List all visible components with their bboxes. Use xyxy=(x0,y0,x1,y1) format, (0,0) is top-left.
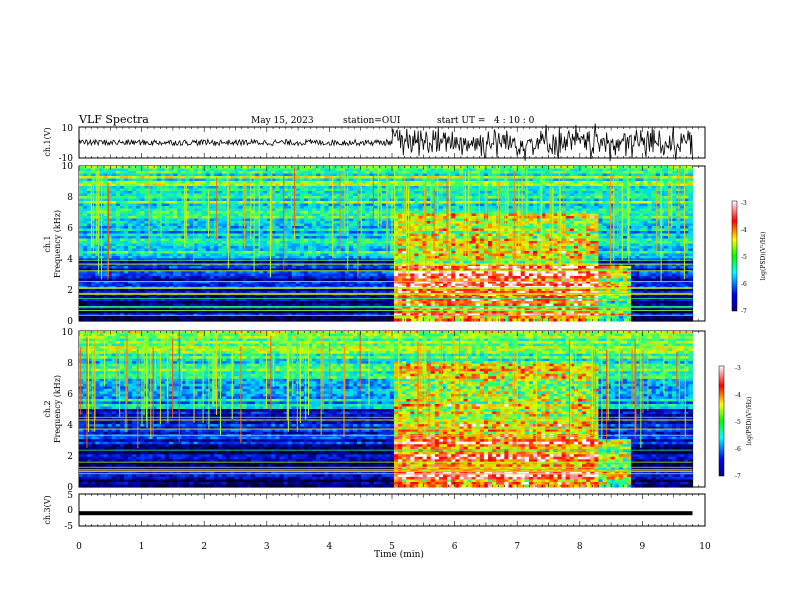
time-axis-label: Time (min) xyxy=(374,549,424,560)
ch3-waveform-ylabel: ch.3(V) xyxy=(43,495,52,524)
ch2-spectrogram xyxy=(79,331,694,488)
cb2-tick-5: -5 xyxy=(735,419,741,426)
ch1-colorbar: -3 -4 -5 -6 -7 log(PSD)(V²/Hz) xyxy=(731,200,767,315)
ch2-freq-tick-2: 2 xyxy=(67,452,73,462)
time-tick-0: 0 xyxy=(76,542,82,552)
ch3-waveform-trace xyxy=(79,511,693,516)
ch3-waveform-ticks xyxy=(78,494,706,526)
time-tick-7: 7 xyxy=(514,542,520,552)
ch1-ytick-bottom: -10 xyxy=(59,154,74,164)
time-tick-10: 10 xyxy=(699,542,711,552)
ch1-freq-tick-8: 8 xyxy=(67,193,73,203)
cb1-tick-5: -5 xyxy=(741,254,747,261)
ch3-ytick-top: 5 xyxy=(67,491,73,501)
cb2-label: log(PSD)(V²/Hz) xyxy=(746,397,753,446)
cb1-label: log(PSD)(V²/Hz) xyxy=(760,232,767,281)
time-tick-6: 6 xyxy=(452,542,458,552)
ch1-waveform-trace xyxy=(78,123,693,162)
ch1-ytick-top: 10 xyxy=(62,124,74,134)
ch1-spectrogram-ticks xyxy=(78,166,706,321)
ch2-freq-tick-4: 4 xyxy=(67,421,73,431)
ch1-waveform-panel: 10 -10 ch.1(V) xyxy=(43,123,706,164)
time-tick-5: 5 xyxy=(389,542,395,552)
time-tick-1: 1 xyxy=(139,542,145,552)
ch1-waveform-ticks xyxy=(78,127,706,158)
ch1-spectrogram-panel: 0 2 4 6 8 10 ch.1Frequency (kHz) xyxy=(43,162,706,327)
time-tick-4: 4 xyxy=(327,542,333,552)
ch1-spectrogram xyxy=(79,166,694,322)
ch1-freq-tick-10: 10 xyxy=(62,162,74,172)
start-ut-value: 4 : 10 : 0 xyxy=(494,116,535,126)
figure-title: VLF Spectra xyxy=(78,113,149,126)
cb2-tick-3: -3 xyxy=(735,365,741,372)
ch2-spectrogram-panel: 0 2 4 6 8 10 ch.2Frequency (kHz) xyxy=(43,328,706,493)
cb1-tick-4: -4 xyxy=(741,227,747,234)
ch2-freq-tick-0: 0 xyxy=(67,483,73,493)
time-tick-8: 8 xyxy=(577,542,583,552)
ch1-freq-tick-4: 4 xyxy=(67,255,73,265)
ch2-spectrogram-ylabel: ch.2Frequency (kHz) xyxy=(43,375,62,443)
cb2-tick-6: -6 xyxy=(735,446,741,453)
ch1-freq-tick-6: 6 xyxy=(67,224,73,234)
ch3-ytick-zero: 0 xyxy=(67,506,73,516)
date-label: May 15, 2023 xyxy=(251,116,314,126)
ch2-spectrogram-ticks xyxy=(78,331,706,487)
station-label: station=OUI xyxy=(343,116,401,126)
ch2-colorbar: -3 -4 -5 -6 -7 log(PSD)(V²/Hz) xyxy=(718,365,753,480)
cb2-tick-7: -7 xyxy=(735,473,741,480)
cb1-tick-7: -7 xyxy=(741,308,747,315)
start-ut-label: start UT = xyxy=(437,116,485,126)
ch1-freq-tick-0: 0 xyxy=(67,317,73,327)
ch2-freq-tick-10: 10 xyxy=(62,328,74,338)
time-tick-3: 3 xyxy=(264,542,270,552)
cb1-tick-3: -3 xyxy=(741,200,747,207)
time-tick-9: 9 xyxy=(640,542,646,552)
cb2-tick-4: -4 xyxy=(735,392,741,399)
cb1-tick-6: -6 xyxy=(741,281,747,288)
ch3-waveform-panel: 5 0 -5 ch.3(V) xyxy=(43,491,706,532)
ch1-freq-tick-2: 2 xyxy=(67,286,73,296)
ch2-freq-tick-8: 8 xyxy=(67,359,73,369)
time-tick-2: 2 xyxy=(201,542,207,552)
ch2-freq-tick-6: 6 xyxy=(67,390,73,400)
time-axis-tick-labels: 0 1 2 3 4 5 6 7 8 9 10 xyxy=(76,542,711,552)
ch3-ytick-bottom: -5 xyxy=(64,522,73,532)
ch1-spectrogram-ylabel: ch.1Frequency (kHz) xyxy=(43,210,62,278)
ch1-waveform-ylabel: ch.1(V) xyxy=(43,127,52,156)
